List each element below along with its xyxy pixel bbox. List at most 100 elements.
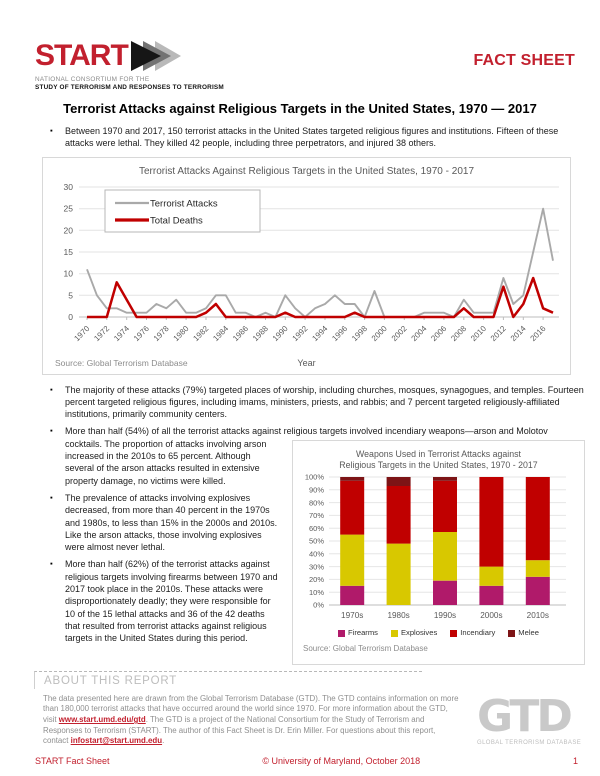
header: START NATIONAL CONSORTIUM FOR THE STUDY … [0,0,600,92]
y-tick-label: 100% [305,472,325,481]
legend-label: Total Deaths [150,215,203,226]
y-tick-label: 20 [64,225,74,235]
total-deaths-line [87,276,554,318]
bar-segment-1970s-explosives [340,534,365,586]
bullet-overview-text: Between 1970 and 2017, 150 terrorist att… [65,126,559,149]
bar-segment-1990s-firearms [433,580,457,605]
bar-segment-2010s-firearms [525,576,550,605]
bullet-firearms-text: More than half (62%) of the terrorist at… [65,559,278,644]
x-tick-label: 1972 [92,323,111,342]
gtd-website-link[interactable]: www.start.umd.edu/gtd [58,715,146,725]
y-tick-label: 0 [68,312,73,322]
bullet-incendiary-lead: More than half (54%) of all the terroris… [65,426,548,449]
y-tick-label: 15 [64,247,74,257]
start-logo-chevrons-icon [130,41,181,71]
legend-item-melee: Melee [508,627,539,639]
x-tick-label: 2016 [529,323,548,342]
x-tick-label: 2008 [449,323,468,342]
y-tick-label: 30 [64,182,74,192]
x-tick-label: 1974 [112,323,131,342]
page-title: Terrorist Attacks against Religious Targ… [63,101,537,116]
footer-copyright: © University of Maryland, October 2018 [262,756,421,766]
bar-segment-1990s-incendiary [433,480,457,532]
logo-subtitle-2: STUDY OF TERRORISM AND RESPONSES TO TERR… [35,84,224,91]
bullet-explosives-text: The prevalence of attacks involving expl… [65,492,278,553]
y-tick-label: 10% [309,588,324,597]
x-tick-label: 1992 [291,323,310,342]
line-chart-title: Terrorist Attacks Against Religious Targ… [139,165,474,177]
bullet-overview: Between 1970 and 2017, 150 terrorist att… [50,125,585,150]
legend-item-firearms: Firearms [338,627,378,639]
x-tick-label: 2006 [429,323,448,342]
footer-page-number: 1 [572,756,578,766]
legend-item-incendiary: Incendiary [450,627,495,639]
bullet-targets-text: The majority of these attacks (79%) targ… [65,384,584,420]
about-text-3: . [162,736,165,746]
bar-chart-title: Weapons Used in Terrorist Attacks agains… [293,441,584,471]
about-section: ABOUT THIS REPORT The data presented her… [34,670,585,748]
bar-category-label: 2000s [480,611,502,620]
x-tick-label: 1982 [191,323,210,342]
y-tick-label: 20% [309,575,324,584]
bar-segment-1980s-incendiary [386,485,411,544]
x-tick-label: 1990 [271,323,290,342]
terrorist-attacks-line [86,207,554,318]
bar-category-label: 1980s [387,611,409,620]
line-chart-panel: Terrorist Attacks Against Religious Targ… [42,156,571,375]
x-tick-label: 2004 [410,323,429,342]
x-tick-label: 1970 [72,323,91,342]
y-tick-label: 70% [309,511,324,520]
gtd-logo-subtitle: GLOBAL TERRORISM DATABASE [477,739,582,746]
stacked-bar-chart: 0% 10% 20% 30% 40% 50% 60% 70% 80% 90% 100% 1970s 19… [305,472,566,620]
bar-segment-2010s-explosives [525,559,550,577]
bullet-explosives: The prevalence of attacks involving expl… [50,492,585,553]
page-footer: START Fact Sheet © University of Marylan… [35,756,578,766]
y-tick-label: 25 [64,203,74,213]
bar-segment-2000s-explosives [479,566,504,586]
x-tick-label: 1984 [211,323,230,342]
legend-swatch-icon [390,629,398,637]
bar-segment-2000s-firearms [479,585,504,605]
legend-swatch-icon [338,629,345,637]
bullet-firearms: More than half (62%) of the terrorist at… [50,558,585,644]
bar-category-label: 1970s [341,611,363,620]
start-logo: START NATIONAL CONSORTIUM FOR THE STUDY … [35,40,224,92]
line-chart: 0 5 10 15 20 25 30 1970 1972 1974 1976 1978 1980 1982… [64,182,559,343]
y-tick-label: 50% [309,536,324,545]
y-tick-label: 80% [309,498,324,507]
legend-swatch-icon [508,629,516,637]
x-tick-label: 1986 [231,323,250,342]
x-tick-label: 1978 [152,323,171,342]
bar-segment-1970s-melee [340,476,365,481]
bar-segment-1980s-explosives [386,543,411,605]
x-tick-label: 2000 [370,323,389,342]
x-tick-label: 2002 [390,323,409,342]
bar-chart-title-line2: Religious Targets in the United States, … [339,459,538,470]
line-chart-source: Source: Global Terrorism Database [55,357,188,368]
about-row: The data presented here are drawn from t… [34,694,585,748]
bar-category-label: 2010s [527,611,549,620]
legend-item-explosives: Explosives [390,627,437,639]
line-chart-xaxis-label: Year [297,357,316,368]
y-tick-label: 10 [64,268,74,278]
bar-chart-legend: Firearms Explosives Incendiary Melee [293,627,584,639]
contact-email-link[interactable]: infostart@start.umd.edu [70,736,163,746]
x-tick-label: 2014 [509,323,528,342]
intro-bullets: Between 1970 and 2017, 150 terrorist att… [0,125,600,150]
bar-chart-title-line1: Weapons Used in Terrorist Attacks agains… [356,448,521,459]
gtd-logo-text: GTD [477,690,573,742]
x-tick-label: 1996 [330,323,349,342]
x-tick-label: 2012 [489,323,508,342]
gtd-logo: GTD GLOBAL TERRORISM DATABASE [477,694,585,748]
bar-chart-source: Source: Global Terrorism Database [303,644,428,654]
x-tick-label: 1998 [350,323,369,342]
bar-segment-1970s-firearms [340,585,365,605]
legend-label: Terrorist Attacks [150,198,218,209]
y-tick-label: 30% [309,562,324,571]
line-chart-legend-box [104,189,261,233]
y-tick-label: 0% [313,600,324,609]
bar-segment-1990s-melee [433,476,457,481]
bar-segment-1980s-melee [386,476,411,486]
y-tick-label: 40% [309,549,324,558]
